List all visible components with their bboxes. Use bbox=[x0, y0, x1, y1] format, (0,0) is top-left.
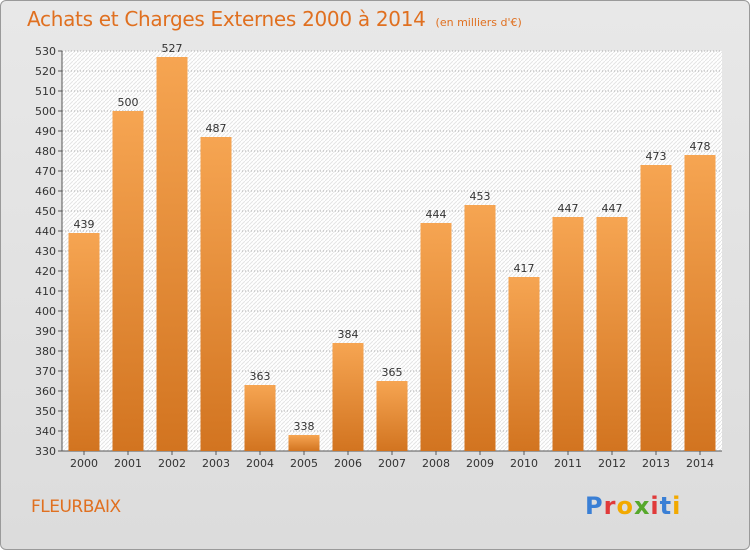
y-tick-label: 430 bbox=[35, 245, 56, 258]
data-label: 363 bbox=[250, 370, 271, 383]
y-tick-label: 400 bbox=[35, 305, 56, 318]
data-label: 478 bbox=[690, 140, 711, 153]
y-tick-label: 440 bbox=[35, 225, 56, 238]
bar-2014 bbox=[684, 155, 716, 451]
bar-2002 bbox=[156, 57, 188, 451]
x-tick-label: 2012 bbox=[598, 457, 626, 470]
y-tick-label: 420 bbox=[35, 265, 56, 278]
bar-2003 bbox=[200, 137, 232, 451]
y-tick-label: 460 bbox=[35, 185, 56, 198]
x-tick-label: 2009 bbox=[466, 457, 494, 470]
data-label: 439 bbox=[74, 218, 95, 231]
data-label: 453 bbox=[470, 190, 491, 203]
bar-2004 bbox=[244, 385, 276, 451]
data-label: 384 bbox=[338, 328, 359, 341]
chart-subtitle: (en milliers d'€) bbox=[435, 16, 522, 29]
y-tick-label: 500 bbox=[35, 105, 56, 118]
bar-2009 bbox=[464, 205, 496, 451]
bar-2010 bbox=[508, 277, 540, 451]
data-label: 527 bbox=[162, 42, 183, 55]
x-tick-label: 2000 bbox=[70, 457, 98, 470]
bar-2011 bbox=[552, 217, 584, 451]
bar-2005 bbox=[288, 435, 320, 451]
data-label: 447 bbox=[602, 202, 623, 215]
bar-2000 bbox=[68, 233, 100, 451]
chart-title-text: Achats et Charges Externes 2000 à 2014 bbox=[27, 7, 426, 31]
y-tick-label: 450 bbox=[35, 205, 56, 218]
x-tick-label: 2013 bbox=[642, 457, 670, 470]
y-tick-label: 510 bbox=[35, 85, 56, 98]
x-tick-label: 2003 bbox=[202, 457, 230, 470]
y-tick-label: 520 bbox=[35, 65, 56, 78]
y-tick-label: 360 bbox=[35, 385, 56, 398]
bar-2006 bbox=[332, 343, 364, 451]
y-tick-label: 390 bbox=[35, 325, 56, 338]
x-tick-label: 2014 bbox=[686, 457, 714, 470]
x-tick-label: 2011 bbox=[554, 457, 582, 470]
data-label: 447 bbox=[558, 202, 579, 215]
y-tick-label: 370 bbox=[35, 365, 56, 378]
y-tick-label: 490 bbox=[35, 125, 56, 138]
y-tick-label: 330 bbox=[35, 445, 56, 458]
x-tick-label: 2004 bbox=[246, 457, 274, 470]
proxiti-logo: Proxiti bbox=[585, 492, 682, 520]
y-tick-label: 530 bbox=[35, 45, 56, 58]
x-tick-label: 2010 bbox=[510, 457, 538, 470]
y-tick-label: 480 bbox=[35, 145, 56, 158]
data-label: 338 bbox=[294, 420, 315, 433]
chart-title: Achats et Charges Externes 2000 à 2014 (e… bbox=[27, 7, 522, 31]
data-label: 444 bbox=[426, 208, 447, 221]
bar-2007 bbox=[376, 381, 408, 451]
bar-2013 bbox=[640, 165, 672, 451]
x-tick-label: 2001 bbox=[114, 457, 142, 470]
x-tick-label: 2002 bbox=[158, 457, 186, 470]
data-label: 487 bbox=[206, 122, 227, 135]
y-tick-label: 410 bbox=[35, 285, 56, 298]
x-tick-label: 2008 bbox=[422, 457, 450, 470]
data-label: 417 bbox=[514, 262, 535, 275]
y-tick-label: 380 bbox=[35, 345, 56, 358]
data-label: 500 bbox=[118, 96, 139, 109]
x-tick-label: 2006 bbox=[334, 457, 362, 470]
location-name: FLEURBAIX bbox=[31, 497, 121, 517]
y-tick-label: 340 bbox=[35, 425, 56, 438]
bar-2001 bbox=[112, 111, 144, 451]
data-label: 365 bbox=[382, 366, 403, 379]
data-label: 473 bbox=[646, 150, 667, 163]
x-tick-label: 2005 bbox=[290, 457, 318, 470]
y-tick-label: 470 bbox=[35, 165, 56, 178]
y-tick-label: 350 bbox=[35, 405, 56, 418]
bar-2012 bbox=[596, 217, 628, 451]
bar-2008 bbox=[420, 223, 452, 451]
x-tick-label: 2007 bbox=[378, 457, 406, 470]
